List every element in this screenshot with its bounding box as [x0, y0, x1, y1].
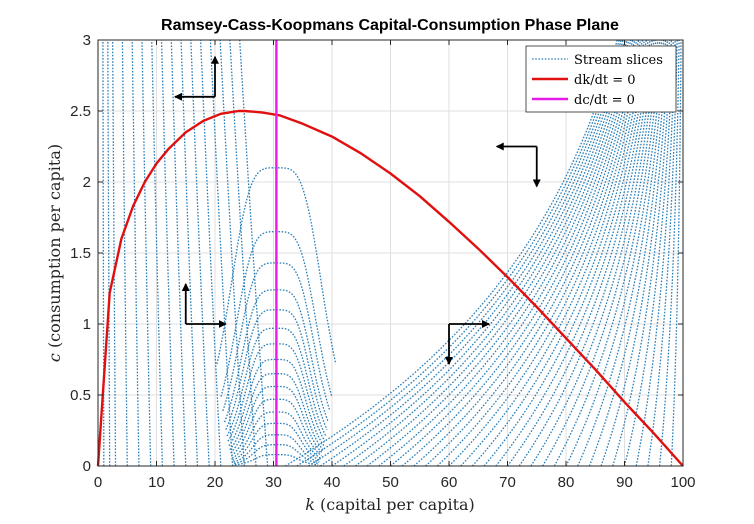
y-tick-label: 2 [83, 174, 91, 191]
direction-arrows [174, 55, 541, 365]
stream-slices [102, 39, 682, 467]
legend: Stream slices dk/dt = 0 dc/dt = 0 [525, 45, 677, 113]
y-axis-label-var: c [45, 353, 64, 362]
x-tick-label: 70 [499, 474, 516, 491]
stream-slice-line [378, 39, 634, 467]
stream-slice-hump [234, 453, 319, 466]
y-tick-label: 2.5 [70, 103, 91, 120]
x-axis-label-var: k [305, 495, 315, 514]
stream-slice-hump [232, 422, 321, 461]
x-tick-label: 50 [382, 474, 399, 491]
y-tick-label: 3 [83, 32, 91, 49]
y-tick-label: 1 [83, 316, 91, 333]
x-tick-label: 0 [94, 474, 102, 491]
stream-slice-hump [222, 262, 331, 412]
stream-slice-line [190, 39, 210, 467]
curves [96, 40, 684, 467]
legend-label: Stream slices [574, 53, 663, 68]
legend-label: dk/dt = 0 [574, 73, 636, 88]
x-tick-label: 30 [265, 474, 282, 491]
x-tick-label: 90 [616, 474, 633, 491]
y-tick-label: 1.5 [70, 245, 91, 262]
stream-slice-line [112, 40, 117, 466]
x-tick-label: 100 [670, 474, 695, 491]
axis-ticks: 0 10 20 30 40 50 60 70 80 90 100 0 0.5 1 1.5 2 2.5 3 [70, 32, 695, 491]
stream-slice-line [141, 39, 152, 467]
direction-arrow [174, 55, 219, 101]
stream-slice-line [131, 39, 140, 467]
stream-slice-line [588, 39, 669, 467]
stream-slice-line [199, 39, 222, 467]
stream-slice-line [121, 39, 128, 467]
y-axis-label: c (consumption per capita) [45, 144, 64, 362]
stream-slice-line [343, 39, 628, 467]
chart-title: Ramsey-Cass-Koopmans Capital-Consumption… [161, 17, 619, 34]
stream-slice-line [413, 39, 640, 467]
direction-arrow [495, 142, 541, 188]
x-tick-label: 20 [207, 474, 224, 491]
stream-slice-line [107, 40, 111, 466]
y-axis-label-rest: (consumption per capita) [45, 144, 64, 353]
stream-slice-line [331, 39, 626, 467]
stream-slice-hump [230, 385, 323, 454]
dk-dt-zero-curve [96, 109, 684, 467]
x-tick-label: 60 [441, 474, 458, 491]
y-tick-label: 0 [83, 458, 91, 475]
stream-slice-line [209, 39, 234, 467]
stream-slice-line [658, 39, 680, 467]
stream-slice-line [319, 39, 624, 467]
x-tick-label: 10 [148, 474, 165, 491]
stream-slice-line [670, 39, 682, 467]
stream-slice-line [530, 39, 659, 467]
stream-slice-line [436, 39, 644, 467]
stream-slice-line [180, 39, 199, 467]
direction-arrow [445, 320, 490, 365]
stream-slice-line [151, 39, 163, 467]
direction-arrow [181, 283, 227, 328]
stream-slice-hump [223, 289, 329, 423]
stream-slice-hump [234, 444, 319, 465]
stream-slice-hump [229, 373, 324, 451]
stream-slice-line [170, 39, 187, 467]
stream-slice-line [219, 39, 245, 467]
stream-slice-line [160, 39, 175, 467]
stream-slice-hump [216, 167, 337, 365]
stream-slice-line [471, 39, 649, 467]
stream-slice-line [635, 39, 676, 467]
x-axis-label: k (capital per capita) [305, 495, 475, 514]
y-tick-label: 0.5 [70, 387, 91, 404]
legend-label: dc/dt = 0 [574, 93, 635, 108]
x-axis-label-rest: (capital per capita) [315, 495, 475, 514]
x-tick-label: 80 [558, 474, 575, 491]
x-tick-label: 40 [324, 474, 341, 491]
stream-slice-hump [233, 434, 320, 463]
